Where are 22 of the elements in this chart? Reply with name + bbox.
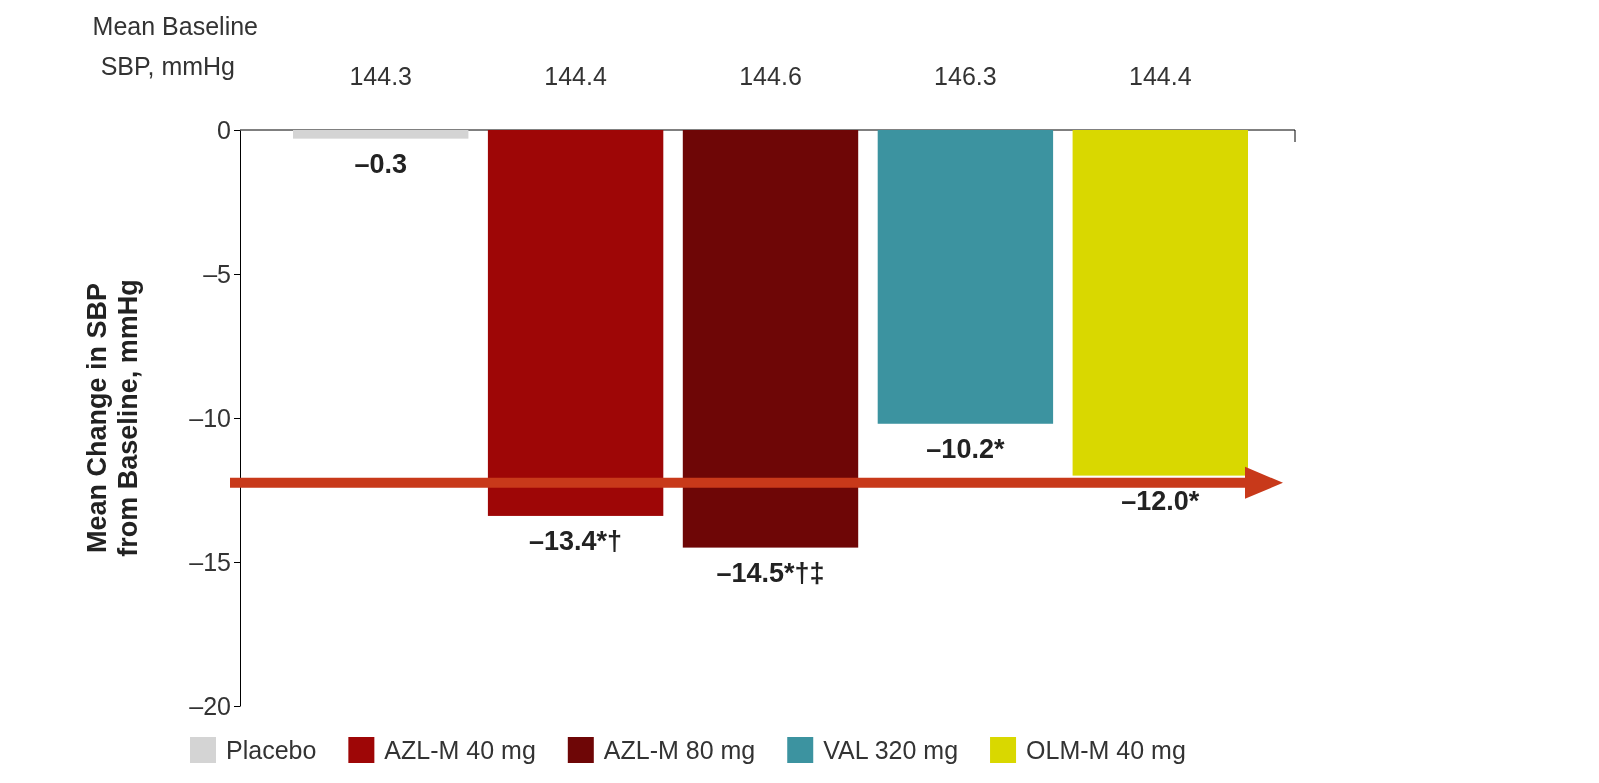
y-tick-label: –20	[189, 691, 231, 720]
text: 144.3	[349, 62, 412, 90]
y-axis-title: Mean Change in SBP from Baseline, mmHg	[82, 279, 143, 557]
legend-label: VAL 320 mg	[823, 736, 959, 764]
data-label: –10.2*	[926, 433, 1005, 464]
data-label: –13.4*†	[529, 525, 623, 556]
legend-label: AZL-M 80 mg	[603, 736, 756, 764]
y-tick-label: –5	[203, 259, 231, 288]
text: Mean Baseline SBP, mmHg	[92, 12, 258, 80]
legend-label: Placebo	[226, 736, 317, 764]
text: 146.3	[934, 62, 997, 90]
text: 144.6	[739, 62, 802, 90]
legend-label: OLM-M 40 mg	[1026, 736, 1186, 764]
data-label: –14.5*†‡	[716, 557, 825, 588]
y-tick-label: –10	[189, 403, 231, 432]
data-label: –0.3	[354, 148, 407, 179]
y-tick-label: 0	[217, 115, 231, 144]
legend-label: AZL-M 40 mg	[384, 736, 536, 764]
text: 144.4	[1129, 62, 1192, 90]
y-tick-label: –15	[189, 547, 231, 576]
data-label: –12.0*	[1121, 485, 1200, 516]
text: 144.4	[544, 62, 607, 90]
